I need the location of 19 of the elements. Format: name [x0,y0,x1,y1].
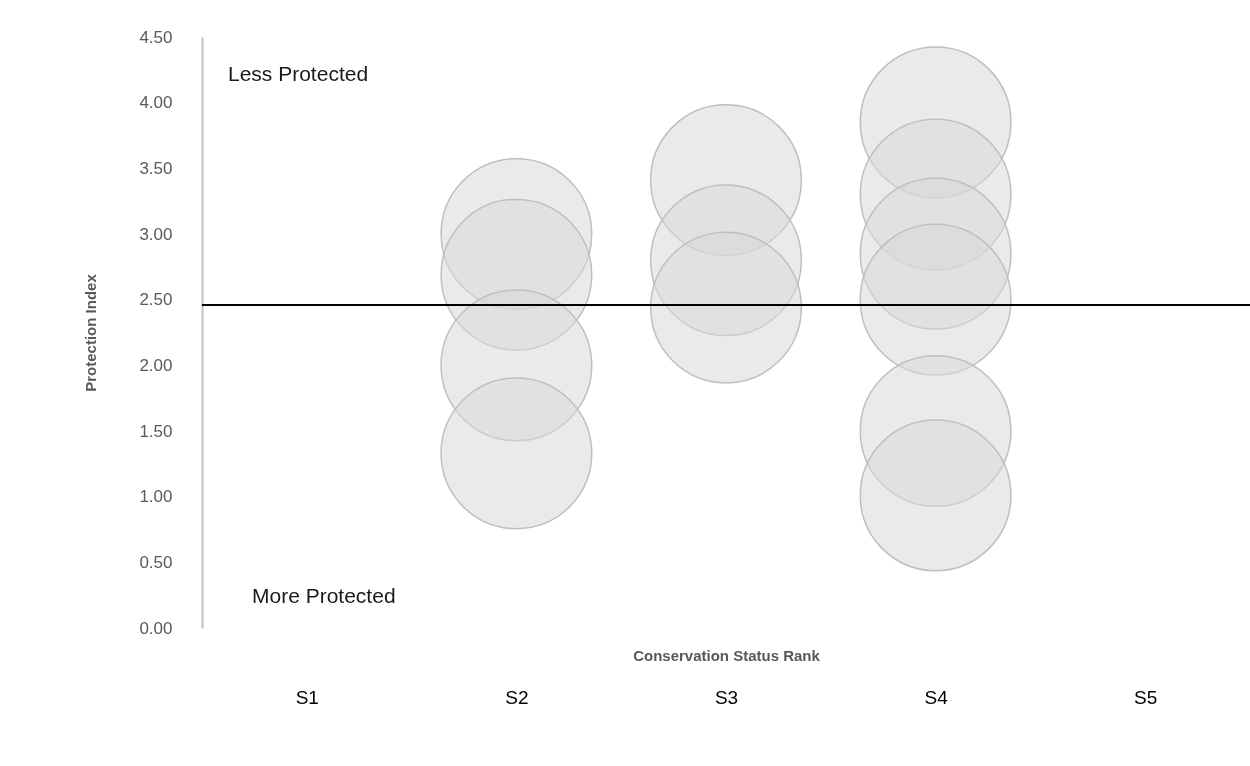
y-tick-label: 3.00 [139,224,173,244]
y-tick-label: 1.50 [139,421,173,441]
y-tick-label: 3.50 [139,158,173,178]
y-tick-label: 0.50 [139,552,173,572]
y-tick-label: 0.00 [139,618,173,638]
y-tick-label: 1.00 [139,487,173,507]
annotation: Less Protected [228,62,369,85]
y-axis-title: Protection Index [82,273,100,392]
y-tick-label: 2.50 [139,290,173,310]
y-tick-label: 4.50 [139,27,173,47]
y-tick-label: 2.00 [139,355,173,375]
x-axis-title: Conservation Status Rank [633,646,821,664]
y-tick-label: 4.00 [139,93,173,113]
x-tick-label: S3 [714,686,739,708]
annotation: More Protected [252,584,396,607]
x-tick-label: S2 [505,686,529,708]
x-tick-label: S1 [295,686,319,708]
x-tick-label: S4 [924,686,949,708]
x-tick-label: S5 [1134,686,1158,708]
